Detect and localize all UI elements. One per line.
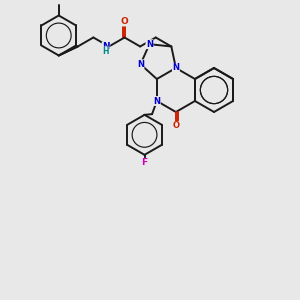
Text: N: N (153, 97, 160, 106)
Text: N: N (102, 42, 110, 51)
Text: O: O (121, 17, 128, 26)
Text: O: O (172, 122, 179, 130)
Text: N: N (172, 64, 179, 73)
Text: N: N (137, 60, 144, 69)
Text: F: F (142, 158, 148, 167)
Text: N: N (146, 40, 153, 49)
Text: H: H (103, 47, 109, 56)
